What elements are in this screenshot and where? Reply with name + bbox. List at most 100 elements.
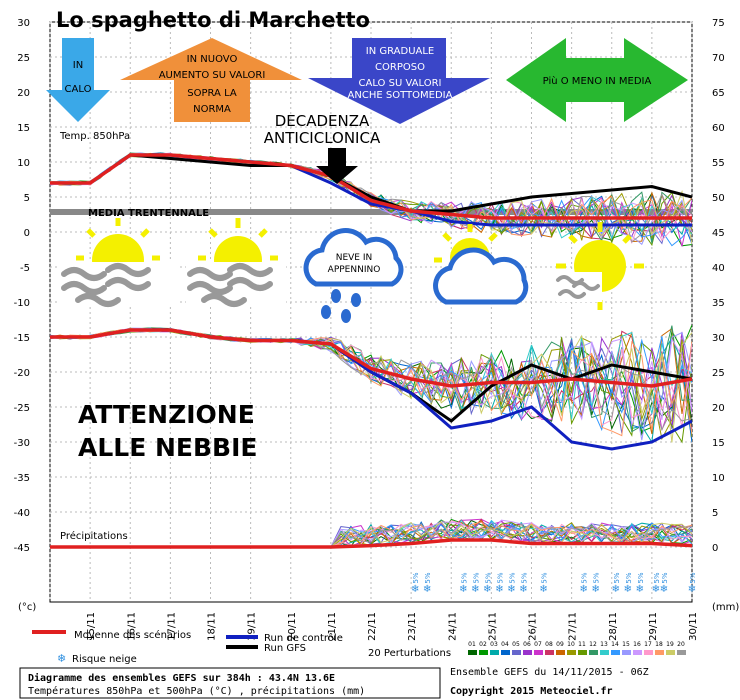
left-tick-label: 20 [17,88,30,99]
right-tick-label: 5 [712,508,718,519]
x-tick-label: 21/11 [327,612,338,641]
arrow-aumento-line4: NORMA [193,104,231,115]
rain-cloud-icon: NEVE IN APPENNINO [303,228,404,323]
neve-line1: NEVE IN [336,253,373,263]
perturbation-swatch [600,650,609,655]
snowflake-icon: ❄ [624,584,632,595]
snowflake-icon: ❄ [688,584,696,595]
left-tick-label: -25 [14,403,30,414]
left-tick-label: -20 [14,368,30,379]
perturbation-number: 03 [490,641,498,648]
perturbation-number: 04 [501,641,509,648]
snowflake-icon: ❄ [612,584,620,595]
legend-mean-label: Moyenne des scénarios [74,629,191,641]
media-trentennale-band [50,209,692,215]
snow-percent-label: 5% [661,572,669,583]
right-tick-label: 70 [712,53,725,64]
arrow-aumento-line2: AUMENTO SU VALORI [159,70,266,81]
right-tick-label: 30 [712,333,725,344]
perturbation-number: 15 [622,641,630,648]
left-tick-label: -5 [20,263,30,274]
arrow-calo-graduale: IN GRADUALE CORPOSO CALO SU VALORI ANCHE… [308,38,490,124]
perturbation-swatch [468,650,477,655]
perturbation-swatch [677,650,686,655]
perturbation-swatch [622,650,631,655]
perturbation-swatch [501,650,510,655]
perturbation-swatches: 01 02 03 04 05 06 07 08 09 10 11 12 13 14 15 16 17 18 19 20 [468,641,686,655]
arrow-nuovo-aumento: IN NUOVO AUMENTO SU VALORI SOPRA LA NORM… [120,38,302,122]
sun-fog-icon-2 [186,218,286,307]
snow-percent-label: 5% [689,572,697,583]
media-trentennale-label: MEDIA TRENTENNALE [88,208,209,219]
x-tick-label: 16/11 [126,612,137,641]
snowflake-icon: ❄ [483,584,491,595]
right-tick-label: 65 [712,88,725,99]
perturbation-swatch [633,650,642,655]
right-tick-label: 75 [712,18,725,29]
footer-copyright: Copyright 2015 Meteociel.fr [450,685,613,697]
snowflake-icon: ❄ [636,584,644,595]
perturbation-number: 08 [545,641,553,648]
snow-percent-label: 5% [424,572,432,583]
left-tick-label: -10 [14,298,30,309]
right-tick-label: 25 [712,368,725,379]
legend: Moyenne des scénarios Run de contrôle Ru… [32,629,686,665]
perturbation-number: 11 [578,641,586,648]
snow-percent-label: 5% [625,572,633,583]
snow-percent-label: 5% [484,572,492,583]
precipitations-label: Précipitations [60,530,128,542]
left-tick-label: -35 [14,473,30,484]
left-tick-label: 25 [17,53,30,64]
snowflake-icon: ❄ [652,584,660,595]
right-tick-label: 15 [712,438,725,449]
perturbation-number: 12 [589,641,597,648]
snow-percent-label: 5% [637,572,645,583]
perturbation-number: 20 [677,641,685,648]
perturbation-swatch [611,650,620,655]
perturbation-number: 14 [611,641,619,648]
snowflake-icon: ❄ [592,584,600,595]
footer-line1: Diagramme des ensembles GEFS sur 384h : … [28,672,335,684]
perturbation-number: 13 [600,641,608,648]
right-tick-label: 50 [712,193,725,204]
perturbation-swatch [545,650,554,655]
neve-line2: APPENNINO [328,265,381,275]
perturbation-number: 18 [655,641,663,648]
snow-percent-label: 5% [520,572,528,583]
arrow-media-label: Più O MENO IN MEDIA [543,75,652,87]
snow-percent-label: 5% [496,572,504,583]
arrow-in-calo-line2: CALO [65,84,92,95]
snowflake-icon: ❄ [519,584,527,595]
x-axis-ticks: 15/11 16/11 17/11 18/11 19/11 20/11 21/11 22/11… [86,612,699,641]
x-tick-label: 27/11 [568,612,579,641]
x-tick-label: 17/11 [166,612,177,641]
perturbation-swatch [479,650,488,655]
snowflake-icon: ❄ [507,584,515,595]
snow-percent-label: 5% [460,572,468,583]
x-tick-label: 20/11 [287,612,298,641]
arrow-in-calo: IN CALO [46,38,110,122]
arrow-media: Più O MENO IN MEDIA [506,38,688,122]
snow-percent-label: 5% [412,572,420,583]
perturbation-number: 19 [666,641,674,648]
right-tick-label: 60 [712,123,725,134]
arrow-graduale-line1: IN GRADUALE [366,46,435,57]
right-tick-label: 45 [712,228,725,239]
left-tick-label: -30 [14,438,30,449]
legend-control-label: Run de contrôle [264,632,343,644]
chart-title: Lo spaghetto di Marchetto [56,8,370,32]
arrow-graduale-line3: CALO SU VALORI [359,78,442,89]
perturbation-number: 17 [644,641,652,648]
nebbie-line1: ATTENZIONE [78,400,255,429]
arrow-graduale-line2: CORPOSO [375,62,425,73]
x-tick-label: 19/11 [247,612,258,641]
x-tick-label: 23/11 [407,612,418,641]
perturbation-swatch [512,650,521,655]
arrow-graduale-line4: ANCHE SOTTOMEDIA [348,90,453,101]
legend-snow-label: Risque neige [72,654,137,665]
snowflake-icon: ❄ [579,584,587,595]
grid-vertical [49,22,693,602]
series-mean-500 [50,328,692,388]
